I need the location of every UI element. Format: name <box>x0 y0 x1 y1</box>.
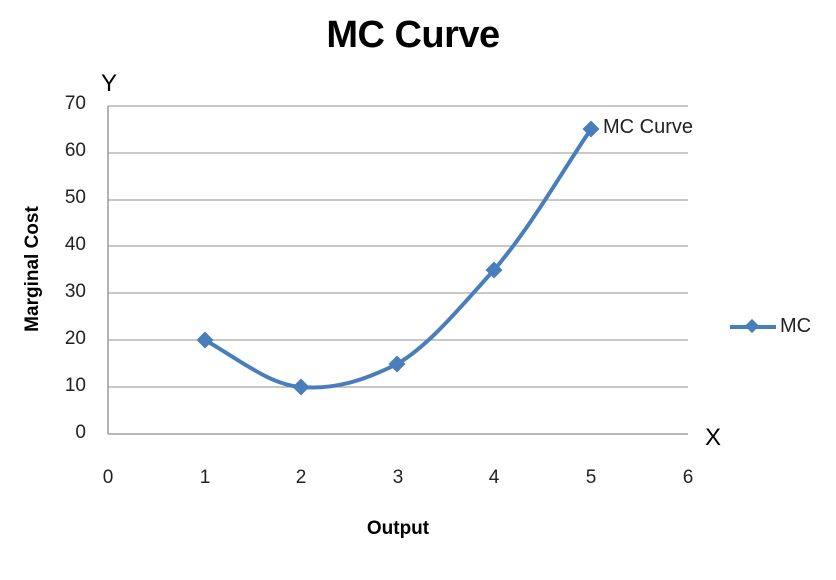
mc-series-markers <box>196 120 600 396</box>
y-tick-label: 30 <box>64 281 86 302</box>
mc-series-line <box>203 127 593 390</box>
gridlines <box>108 105 688 388</box>
y-tick-label: 20 <box>64 328 86 349</box>
x-tick-label: 1 <box>199 467 211 488</box>
legend-line-icon <box>730 318 776 333</box>
y-tick-label: 50 <box>64 187 86 208</box>
x-tick-label: 3 <box>392 467 404 488</box>
x-axis-label: Output <box>366 518 430 539</box>
y-axis-letter: Y <box>101 70 118 97</box>
y-tick-label: 40 <box>64 234 86 255</box>
x-tick-label: 0 <box>102 467 114 488</box>
chart-title: MC Curve <box>326 14 500 56</box>
legend: MC <box>730 315 811 338</box>
x-tick-label: 2 <box>295 467 307 488</box>
diamond-marker-icon <box>744 318 760 333</box>
y-tick-label: 10 <box>64 375 86 396</box>
x-tick-label: 5 <box>585 467 597 488</box>
data-point-annotation: MC Curve <box>603 116 694 138</box>
x-axis-letter: X <box>705 424 722 451</box>
y-tick-label: 70 <box>64 93 86 114</box>
legend-label: MC <box>780 315 812 337</box>
x-tick-label: 6 <box>682 467 694 488</box>
x-tick-label: 4 <box>488 467 500 488</box>
y-tick-label: 0 <box>75 422 86 443</box>
y-tick-label: 60 <box>64 140 86 161</box>
